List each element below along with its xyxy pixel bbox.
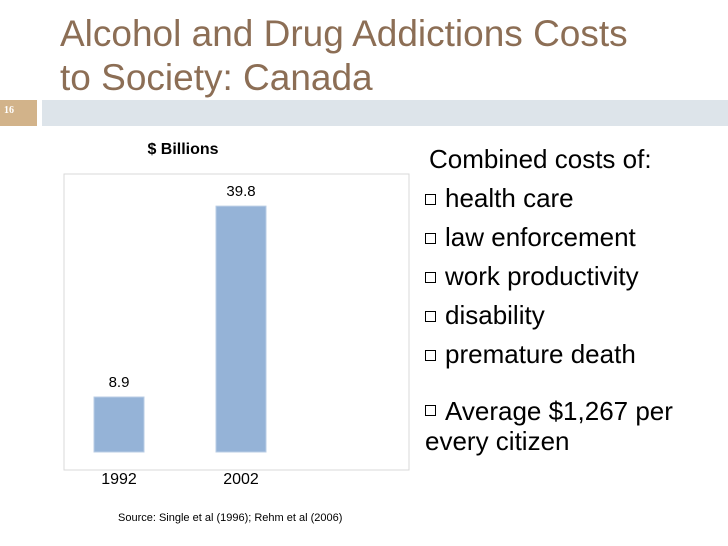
bar-group: 8.9 1992 39.8 2002 [93, 183, 267, 488]
chart-source-note: Source: Single et al (1996); Rehm et al … [118, 512, 342, 524]
slide-title-line-2: to Society: Canada [60, 57, 373, 98]
bullet-text: work productivity [445, 261, 639, 291]
chart-title: $ Billions [147, 141, 218, 158]
bullet-text: health care [445, 183, 574, 213]
bullet-lead: Combined costs of: [429, 144, 652, 174]
title-divider [42, 100, 728, 126]
bar-2002 [215, 205, 267, 453]
data-label-2002: 39.8 [226, 183, 255, 200]
bar-1992 [93, 396, 145, 453]
square-bullet-icon [425, 272, 436, 283]
square-bullet-icon [425, 194, 436, 205]
chart-container: $ Billions 8.9 1992 39.8 2002 Source: Singl… [40, 130, 420, 535]
slide-number-badge [0, 100, 37, 126]
plot-area-frame [63, 173, 410, 471]
square-bullet-icon [425, 311, 436, 322]
bullet-item: work productivity [425, 257, 725, 296]
bullet-text: premature death [445, 339, 636, 369]
slide-title-line-1: Alcohol and Drug Addictions Costs [60, 13, 628, 54]
x-tick-label-2002: 2002 [223, 471, 259, 488]
bullet-text: disability [445, 300, 545, 330]
data-label-1992: 8.9 [109, 374, 130, 391]
square-bullet-icon [425, 233, 436, 244]
bullet-item: law enforcement [425, 218, 725, 257]
bullet-summary: Average $1,267 per every citizen [425, 396, 725, 456]
square-bullet-icon [425, 350, 436, 361]
bullet-item: health care [425, 179, 725, 218]
bullet-summary-text: Average $1,267 per every citizen [425, 396, 673, 456]
square-bullet-icon [425, 405, 436, 416]
bullet-item: premature death [425, 335, 725, 374]
slide-number: 16 [4, 105, 14, 116]
bullet-text: law enforcement [445, 222, 636, 252]
slide-title: Alcohol and Drug Addictions Costs to Soc… [60, 12, 720, 100]
bullet-list: Combined costs of: health care law enfor… [425, 140, 725, 456]
x-tick-label-1992: 1992 [101, 471, 137, 488]
bar-chart: $ Billions 8.9 1992 39.8 2002 Source: Singl… [63, 141, 410, 524]
bullet-item: disability [425, 296, 725, 335]
